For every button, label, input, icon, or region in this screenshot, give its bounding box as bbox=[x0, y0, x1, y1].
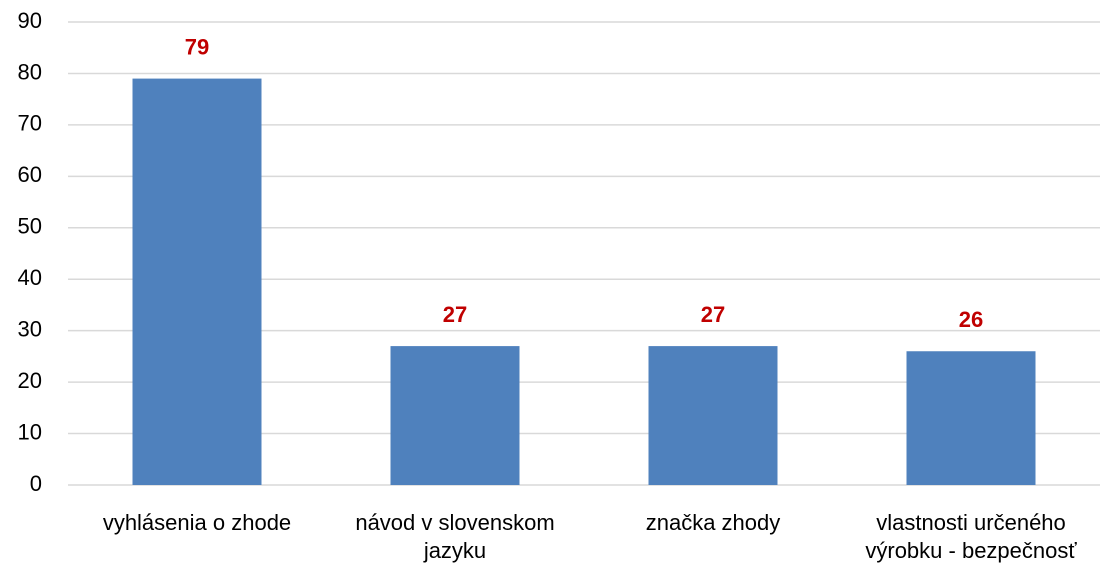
y-tick-label: 90 bbox=[18, 8, 42, 33]
value-label: 26 bbox=[959, 307, 983, 332]
y-tick-label: 50 bbox=[18, 214, 42, 239]
x-tick-label: vyhlásenia o zhode bbox=[102, 510, 292, 535]
value-label: 79 bbox=[185, 34, 209, 59]
y-tick-label: 60 bbox=[18, 162, 42, 187]
x-tick-label: návod v slovenskom jazyku bbox=[355, 510, 555, 563]
y-tick-label: 30 bbox=[18, 316, 42, 341]
x-tick-label: vlastnosti určeného výrobku - bezpečnosť bbox=[865, 510, 1077, 563]
x-tick-label: značka zhody bbox=[645, 510, 781, 535]
y-tick-label: 80 bbox=[18, 59, 42, 84]
y-tick-label: 40 bbox=[18, 265, 42, 290]
value-label: 27 bbox=[443, 302, 467, 327]
bar bbox=[648, 346, 778, 485]
y-tick-label: 70 bbox=[18, 111, 42, 136]
y-tick-label: 20 bbox=[18, 368, 42, 393]
y-tick-label: 0 bbox=[30, 471, 42, 496]
y-tick-label: 10 bbox=[18, 419, 42, 444]
value-label: 27 bbox=[701, 302, 725, 327]
bar bbox=[132, 78, 262, 485]
bar bbox=[906, 351, 1036, 485]
bar bbox=[390, 346, 520, 485]
